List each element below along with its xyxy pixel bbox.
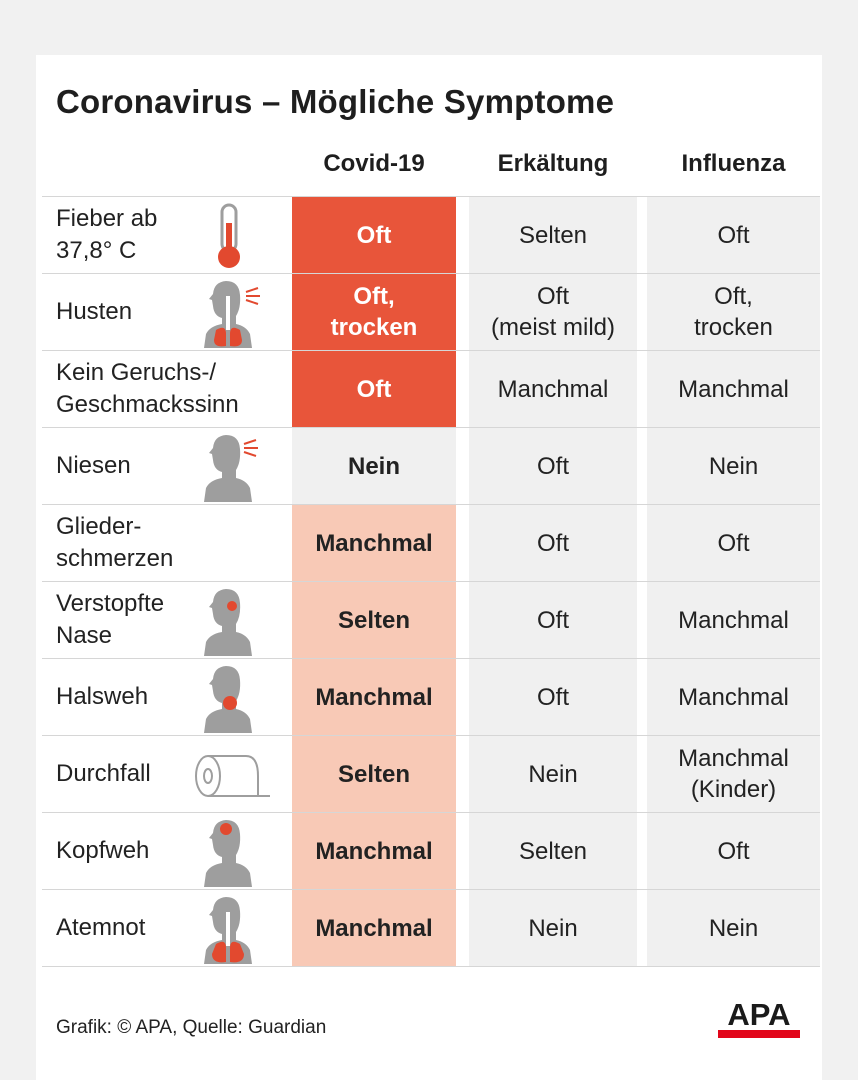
erkaeltung-cell: Oft (meist mild)	[469, 274, 637, 350]
influenza-cell: Oft, trocken	[647, 274, 820, 350]
covid-cell: Manchmal	[292, 890, 456, 966]
lungs-icon	[186, 894, 272, 964]
symptom-label: Kein Geruchs-/ Geschmackssinn	[56, 359, 239, 418]
apa-logo-text: APA	[727, 997, 790, 1032]
nose-head-icon	[186, 586, 272, 656]
covid-cell: Manchmal	[292, 505, 456, 581]
covid-cell: Oft	[292, 197, 456, 273]
erkaeltung-cell: Oft	[469, 505, 637, 581]
table-row: Husten Oft, trocken Oft (meist mild) Oft, t…	[42, 273, 820, 350]
influenza-cell: Manchmal	[647, 582, 820, 658]
table-row: Halsweh Manchmal Oft Manchmal	[42, 658, 820, 735]
thermometer-icon	[186, 201, 272, 271]
throat-head-icon	[186, 663, 272, 733]
covid-cell: Manchmal	[292, 659, 456, 735]
column-header-erkaeltung: Erkältung	[497, 150, 609, 177]
symptom-label: Niesen	[56, 452, 131, 479]
toilet-paper-icon	[186, 740, 272, 810]
influenza-cell: Manchmal	[647, 351, 820, 427]
influenza-cell: Oft	[647, 505, 820, 581]
page-title: Coronavirus – Mögliche Symptome	[56, 83, 615, 120]
symptom-label: Verstopfte Nase	[56, 590, 165, 649]
erkaeltung-cell: Selten	[469, 813, 637, 889]
symptom-label: Fieber ab 37,8° C	[56, 205, 158, 264]
table-row: Kopfweh Manchmal Selten Oft	[42, 812, 820, 889]
influenza-cell: Manchmal (Kinder)	[647, 736, 820, 812]
infographic-card: Coronavirus – Mögliche Symptome Covid-19…	[36, 55, 822, 1080]
erkaeltung-cell: Oft	[469, 659, 637, 735]
influenza-cell: Manchmal	[647, 659, 820, 735]
symptom-table: Fieber ab 37,8° C Oft Selten Oft Husten Oft, …	[42, 196, 820, 967]
erkaeltung-cell: Oft	[469, 582, 637, 658]
influenza-cell: Nein	[647, 428, 820, 504]
erkaeltung-cell: Oft	[469, 428, 637, 504]
sneeze-head-icon	[186, 432, 272, 502]
covid-cell: Oft, trocken	[292, 274, 456, 350]
apa-logo: APA	[718, 997, 800, 1038]
cough-lungs-icon	[186, 278, 272, 348]
erkaeltung-cell: Nein	[469, 890, 637, 966]
symptom-label: Atemnot	[56, 914, 146, 941]
table-row: Durchfall Selten Nein Manchmal (Kinder)	[42, 735, 820, 812]
table-row: Kein Geruchs-/ Geschmackssinn Oft Manchmal…	[42, 350, 820, 427]
covid-cell: Selten	[292, 736, 456, 812]
source-credit: Grafik: © APA, Quelle: Guardian	[56, 1017, 327, 1038]
table-row: Verstopfte Nase Selten Oft Manchmal	[42, 581, 820, 658]
influenza-cell: Oft	[647, 197, 820, 273]
symptom-label: Kopfweh	[56, 837, 150, 864]
covid-cell: Manchmal	[292, 813, 456, 889]
covid-cell: Oft	[292, 351, 456, 427]
influenza-cell: Oft	[647, 813, 820, 889]
erkaeltung-cell: Manchmal	[469, 351, 637, 427]
table-row: Glieder- schmerzen Manchmal Oft Oft	[42, 504, 820, 581]
erkaeltung-cell: Selten	[469, 197, 637, 273]
column-header-covid: Covid-19	[323, 150, 425, 177]
erkaeltung-cell: Nein	[469, 736, 637, 812]
headache-head-icon	[186, 817, 272, 887]
covid-cell: Selten	[292, 582, 456, 658]
covid-cell: Nein	[292, 428, 456, 504]
table-row: Fieber ab 37,8° C Oft Selten Oft	[42, 196, 820, 273]
influenza-cell: Nein	[647, 890, 820, 966]
symptom-label: Durchfall	[56, 760, 151, 787]
symptom-label: Husten	[56, 298, 133, 325]
table-row: Niesen Nein Oft Nein	[42, 427, 820, 504]
symptom-label: Halsweh	[56, 683, 149, 710]
column-header-influenza: Influenza	[681, 150, 786, 177]
symptom-label: Glieder- schmerzen	[56, 513, 174, 572]
table-row: Atemnot Manchmal Nein Nein	[42, 889, 820, 967]
